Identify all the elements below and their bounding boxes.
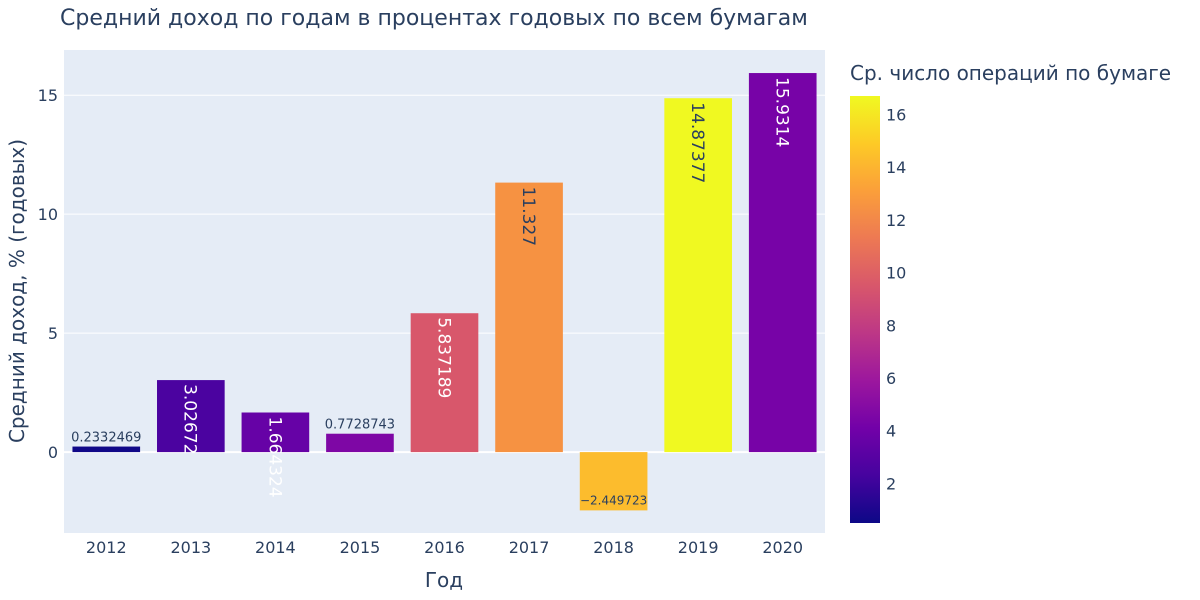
x-ticks: 2012 2013 2014 2015 2016 2017 2018 2019 2020 <box>86 538 803 557</box>
y-tick-label: 15 <box>38 86 58 105</box>
y-tick-label: 5 <box>48 324 58 343</box>
x-tick-label: 2014 <box>255 538 296 557</box>
x-tick-label: 2018 <box>593 538 634 557</box>
y-axis-title: Средний доход, % (годовых) <box>5 139 29 443</box>
x-tick-label: 2016 <box>424 538 465 557</box>
colorbar-tick-label: 8 <box>886 316 896 335</box>
colorbar-tick-label: 12 <box>886 211 906 230</box>
bar-2020 <box>748 73 817 453</box>
y-ticks: 0 5 10 15 <box>38 86 58 462</box>
bar-2013 <box>157 380 225 453</box>
colorbar-tick-label: 10 <box>886 264 906 283</box>
bar-2015 <box>326 433 394 453</box>
x-axis-title: Год <box>425 568 463 592</box>
data-labels: 0.2332469 3.02672 1.664324 0.7728743 5.83718… <box>71 77 791 507</box>
data-label-2015: 0.7728743 <box>325 418 395 433</box>
chart-title: Средний доход по годам в процентах годов… <box>60 6 808 31</box>
x-tick-label: 2012 <box>86 538 127 557</box>
x-tick-label: 2019 <box>678 538 719 557</box>
colorbar-ticks: 2 4 6 8 10 12 14 16 <box>886 105 906 493</box>
bar-2018 <box>579 452 648 511</box>
x-tick-label: 2013 <box>170 538 211 557</box>
data-label-2019: 14.87377 <box>687 102 707 183</box>
y-tick-label: 10 <box>38 205 58 224</box>
colorbar-tick-label: 2 <box>886 474 896 493</box>
bars <box>72 73 817 511</box>
colorbar <box>850 96 880 523</box>
bar-2019 <box>664 98 732 453</box>
x-tick-label: 2017 <box>509 538 550 557</box>
colorbar-tick-label: 4 <box>886 422 896 441</box>
colorbar-tick-label: 16 <box>886 105 906 124</box>
data-label-2018: −2.449723 <box>580 493 647 507</box>
x-tick-label: 2020 <box>762 538 803 557</box>
data-label-2013: 3.02672 <box>180 384 200 454</box>
colorbar-title: Ср. число операций по бумаге <box>850 61 1171 85</box>
bar-2012 <box>72 446 141 453</box>
colorbar-tick-label: 14 <box>886 158 906 177</box>
data-label-2014: 1.664324 <box>264 417 284 498</box>
colorbar-tick-label: 6 <box>886 369 896 388</box>
data-label-2020: 15.9314 <box>772 77 792 147</box>
bar-2016 <box>410 313 479 453</box>
y-tick-label: 0 <box>48 443 58 462</box>
bar-2014 <box>241 412 310 453</box>
data-label-2012: 0.2332469 <box>71 431 141 446</box>
data-label-2016: 5.837189 <box>433 317 453 398</box>
x-tick-label: 2015 <box>340 538 381 557</box>
bar-2017 <box>495 182 563 453</box>
data-label-2017: 11.327 <box>518 187 538 246</box>
